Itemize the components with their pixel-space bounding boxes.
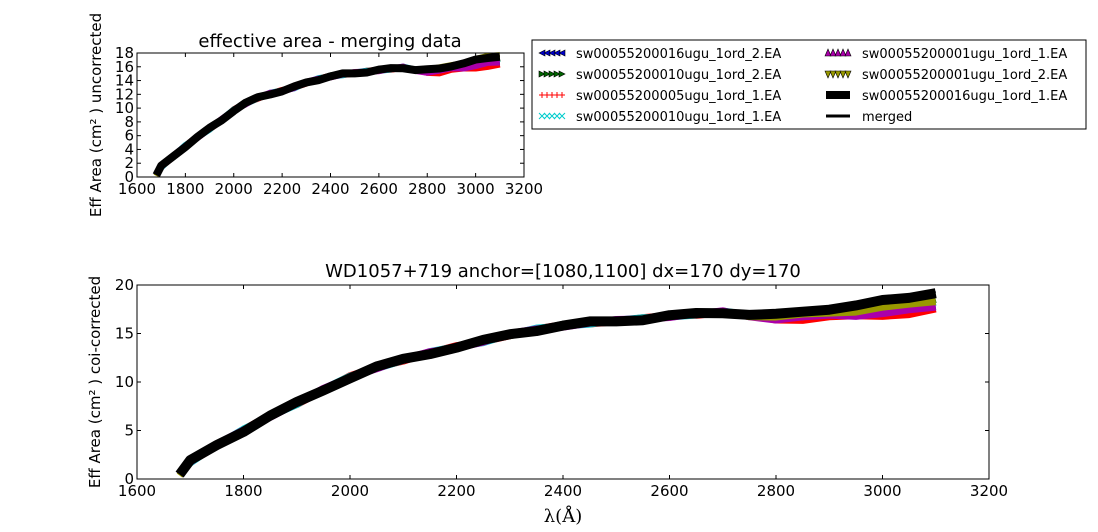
legend-entry: sw00055200016ugu_1ord_2.EA [538,47,781,62]
x-tick-label: 3000 [863,482,901,500]
x-tick-label: 2600 [650,482,688,500]
legend-label: sw00055200001ugu_1ord_1.EA [862,47,1067,62]
legend-marker-icon [543,112,551,120]
legend-entry: sw00055200010ugu_1ord_1.EA [538,110,781,125]
y-tick-label: 2 [124,154,134,172]
legend-label: sw00055200016ugu_1ord_2.EA [576,47,781,62]
legend-marker-icon [824,70,832,79]
legend-marker-icon [824,48,832,57]
top-title: effective area - merging data [198,31,461,52]
x-tick-label: 1600 [118,482,156,500]
x-tick-label: 2600 [360,180,398,198]
legend-marker-icon [559,92,565,98]
legend-entry: sw00055200005ugu_1ord_1.EA [539,89,781,104]
legend-marker-icon [538,112,546,120]
legend-marker-icon [844,70,852,79]
legend-marker-icon [829,70,837,79]
x-tick-label: 2200 [263,180,301,198]
x-tick-label: 3200 [505,180,543,198]
series-line [177,305,937,476]
legend-marker-icon [558,112,566,120]
y-tick-label: 0 [124,168,134,186]
y-tick-label: 5 [124,422,134,440]
legend-entry: sw00055200016ugu_1ord_1.EA [826,89,1067,104]
series-line [176,303,937,478]
y-tick-label: 20 [115,276,134,294]
x-tick-label: 2400 [544,482,582,500]
legend-entry: merged [826,110,912,125]
y-tick-label: 10 [115,373,134,391]
legend-marker-icon [548,112,556,120]
x-tick-label: 2000 [215,180,253,198]
x-tick-label: 1600 [118,180,156,198]
merged-line [178,290,936,475]
legend-label: merged [862,110,912,125]
x-tick-label: 2800 [408,180,446,198]
legend-entry: sw00055200010ugu_1ord_2.EA [538,68,781,83]
series-line [152,52,501,178]
y-tick-label: 6 [124,127,134,145]
legend-label: sw00055200001ugu_1ord_2.EA [862,68,1067,83]
legend-entry: sw00055200001ugu_1ord_1.EA [824,47,1067,62]
legend-label: sw00055200016ugu_1ord_1.EA [862,89,1067,104]
legend-marker-icon [553,70,561,78]
x-tick-label: 2400 [311,180,349,198]
legend-entry: sw00055200001ugu_1ord_2.EA [824,68,1067,83]
x-tick-label: 1800 [166,180,204,198]
y-tick-label: 16 [115,58,134,76]
x-tick-label: 3200 [970,482,1008,500]
y-tick-label: 18 [115,44,134,62]
x-tick-label: 2800 [757,482,795,500]
legend-marker-icon [844,48,852,57]
legend-label: sw00055200010ugu_1ord_2.EA [576,68,781,83]
x-tick-label: 2200 [437,482,475,500]
bottom-panel: WD1057+719 anchor=[1080,1100] dx=170 dy=… [86,261,1008,527]
y-tick-label: 14 [115,72,134,90]
y-tick-label: 12 [115,85,134,103]
x-tick-label: 3000 [457,180,495,198]
legend-marker-icon [834,70,842,79]
y-tick-label: 8 [124,113,134,131]
axes-frame [136,52,525,178]
y-tick-label: 15 [115,325,134,343]
legend-frame [531,39,1087,130]
top-panel: effective area - merging data Eff Area (… [87,13,543,217]
legend-marker-icon [839,70,847,79]
x-tick-label: 2000 [331,482,369,500]
legend-marker-icon [558,49,566,57]
legend-marker-icon [548,70,556,78]
legend-square-icon [826,91,850,99]
legend-marker-icon [834,48,842,57]
bottom-title: WD1057+719 anchor=[1080,1100] dx=170 dy=… [325,261,801,282]
y-tick-label: 4 [124,140,134,158]
y-tick-label: 0 [124,470,134,488]
legend-marker-icon [543,70,551,78]
legend-marker-icon [558,70,566,78]
top-ylabel: Eff Area (cm² ) uncorrected [87,13,105,217]
legend-label: sw00055200005ugu_1ord_1.EA [576,89,781,104]
legend-marker-icon [829,48,837,57]
bottom-xlabel: λ(Å) [544,505,582,527]
bottom-ylabel: Eff Area (cm² ) coi-corrected [86,276,104,488]
legend-marker-icon [839,48,847,57]
legend-label: sw00055200010ugu_1ord_1.EA [576,110,781,125]
legend-marker-icon [553,112,561,120]
x-tick-label: 1800 [224,482,262,500]
y-tick-label: 10 [115,99,134,117]
legend-marker-icon [538,70,546,78]
legend: sw00055200016ugu_1ord_2.EA sw00055200010u… [531,39,1087,130]
merged-line [155,54,500,176]
